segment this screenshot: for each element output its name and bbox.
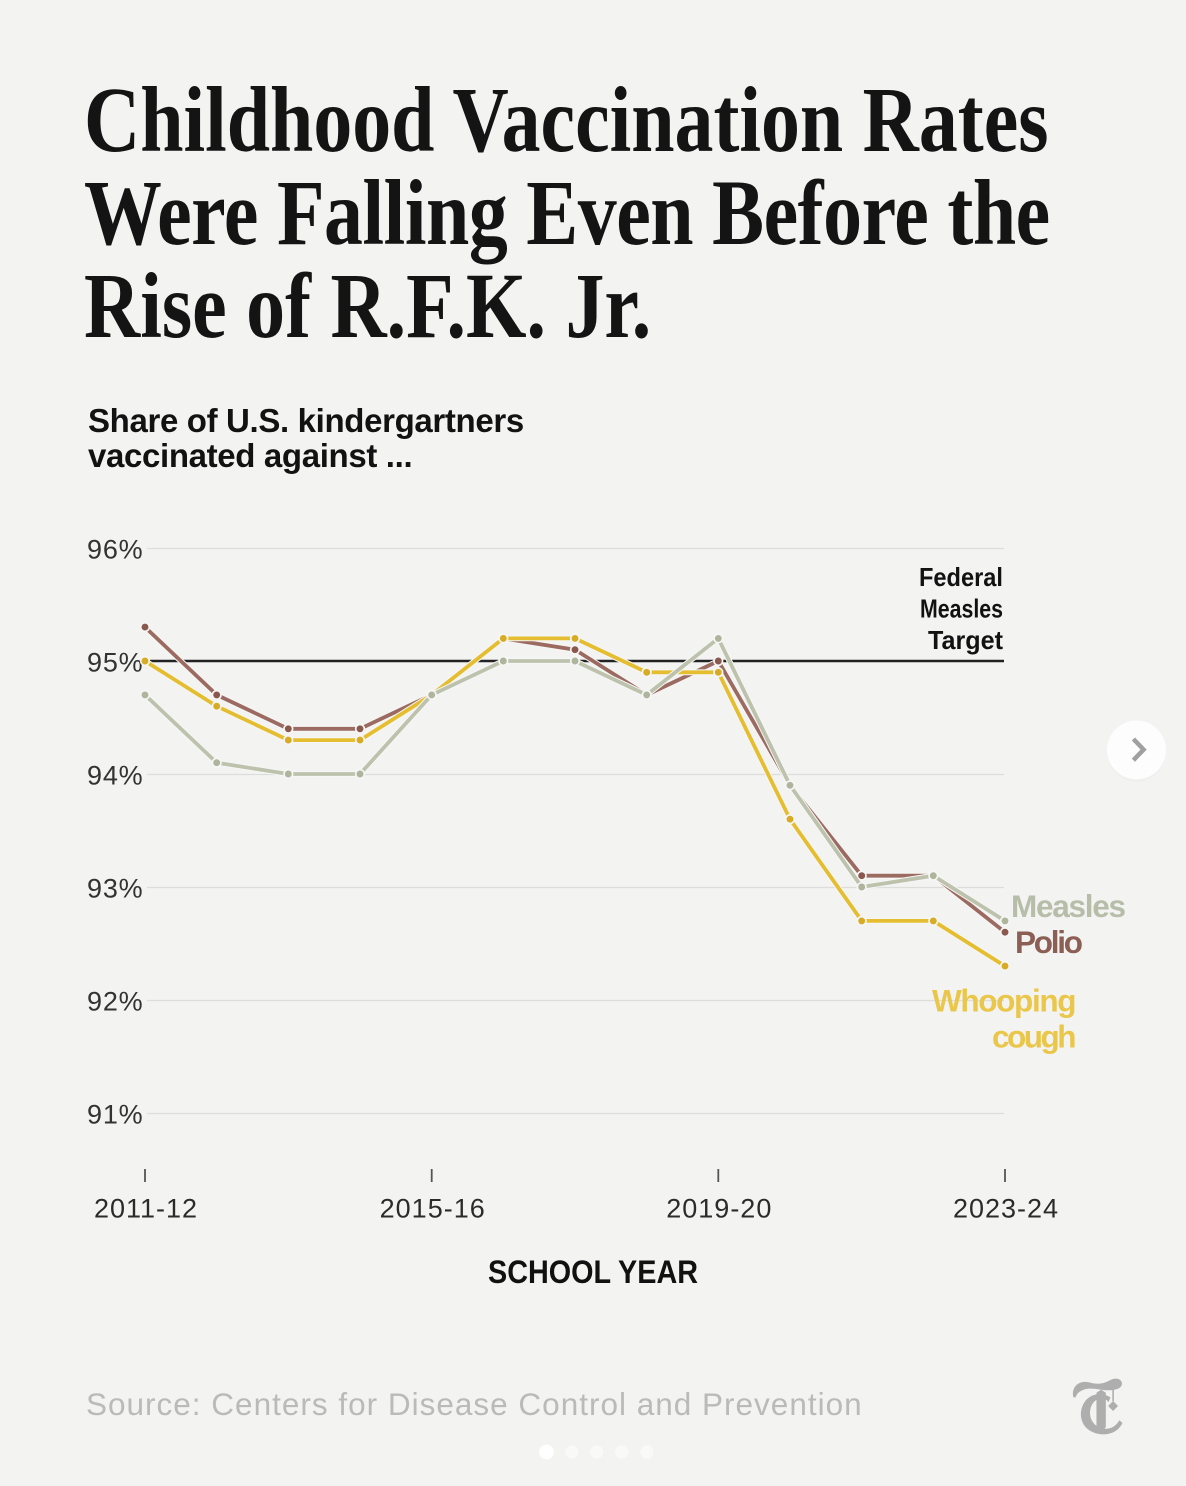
svg-text:Measles: Measles [920,594,1003,624]
svg-text:2019-20: 2019-20 [666,1194,772,1224]
svg-text:94%: 94% [87,761,143,791]
svg-text:91%: 91% [87,1100,143,1130]
svg-text:SCHOOL YEAR: SCHOOL YEAR [488,1254,698,1290]
svg-text:Polio: Polio [1015,924,1083,960]
svg-text:92%: 92% [87,987,143,1017]
svg-text:Target: Target [928,625,1003,655]
svg-text:Measles: Measles [1011,888,1126,924]
svg-text:2023-24: 2023-24 [953,1194,1059,1224]
svg-text:2015-16: 2015-16 [380,1194,486,1224]
svg-text:Federal: Federal [919,562,1003,592]
svg-text:2011-12: 2011-12 [94,1194,198,1224]
svg-text:95%: 95% [87,648,143,678]
svg-text:cough: cough [992,1019,1077,1055]
svg-text:Whooping: Whooping [932,983,1077,1019]
svg-text:93%: 93% [87,874,143,904]
svg-text:96%: 96% [87,535,143,565]
